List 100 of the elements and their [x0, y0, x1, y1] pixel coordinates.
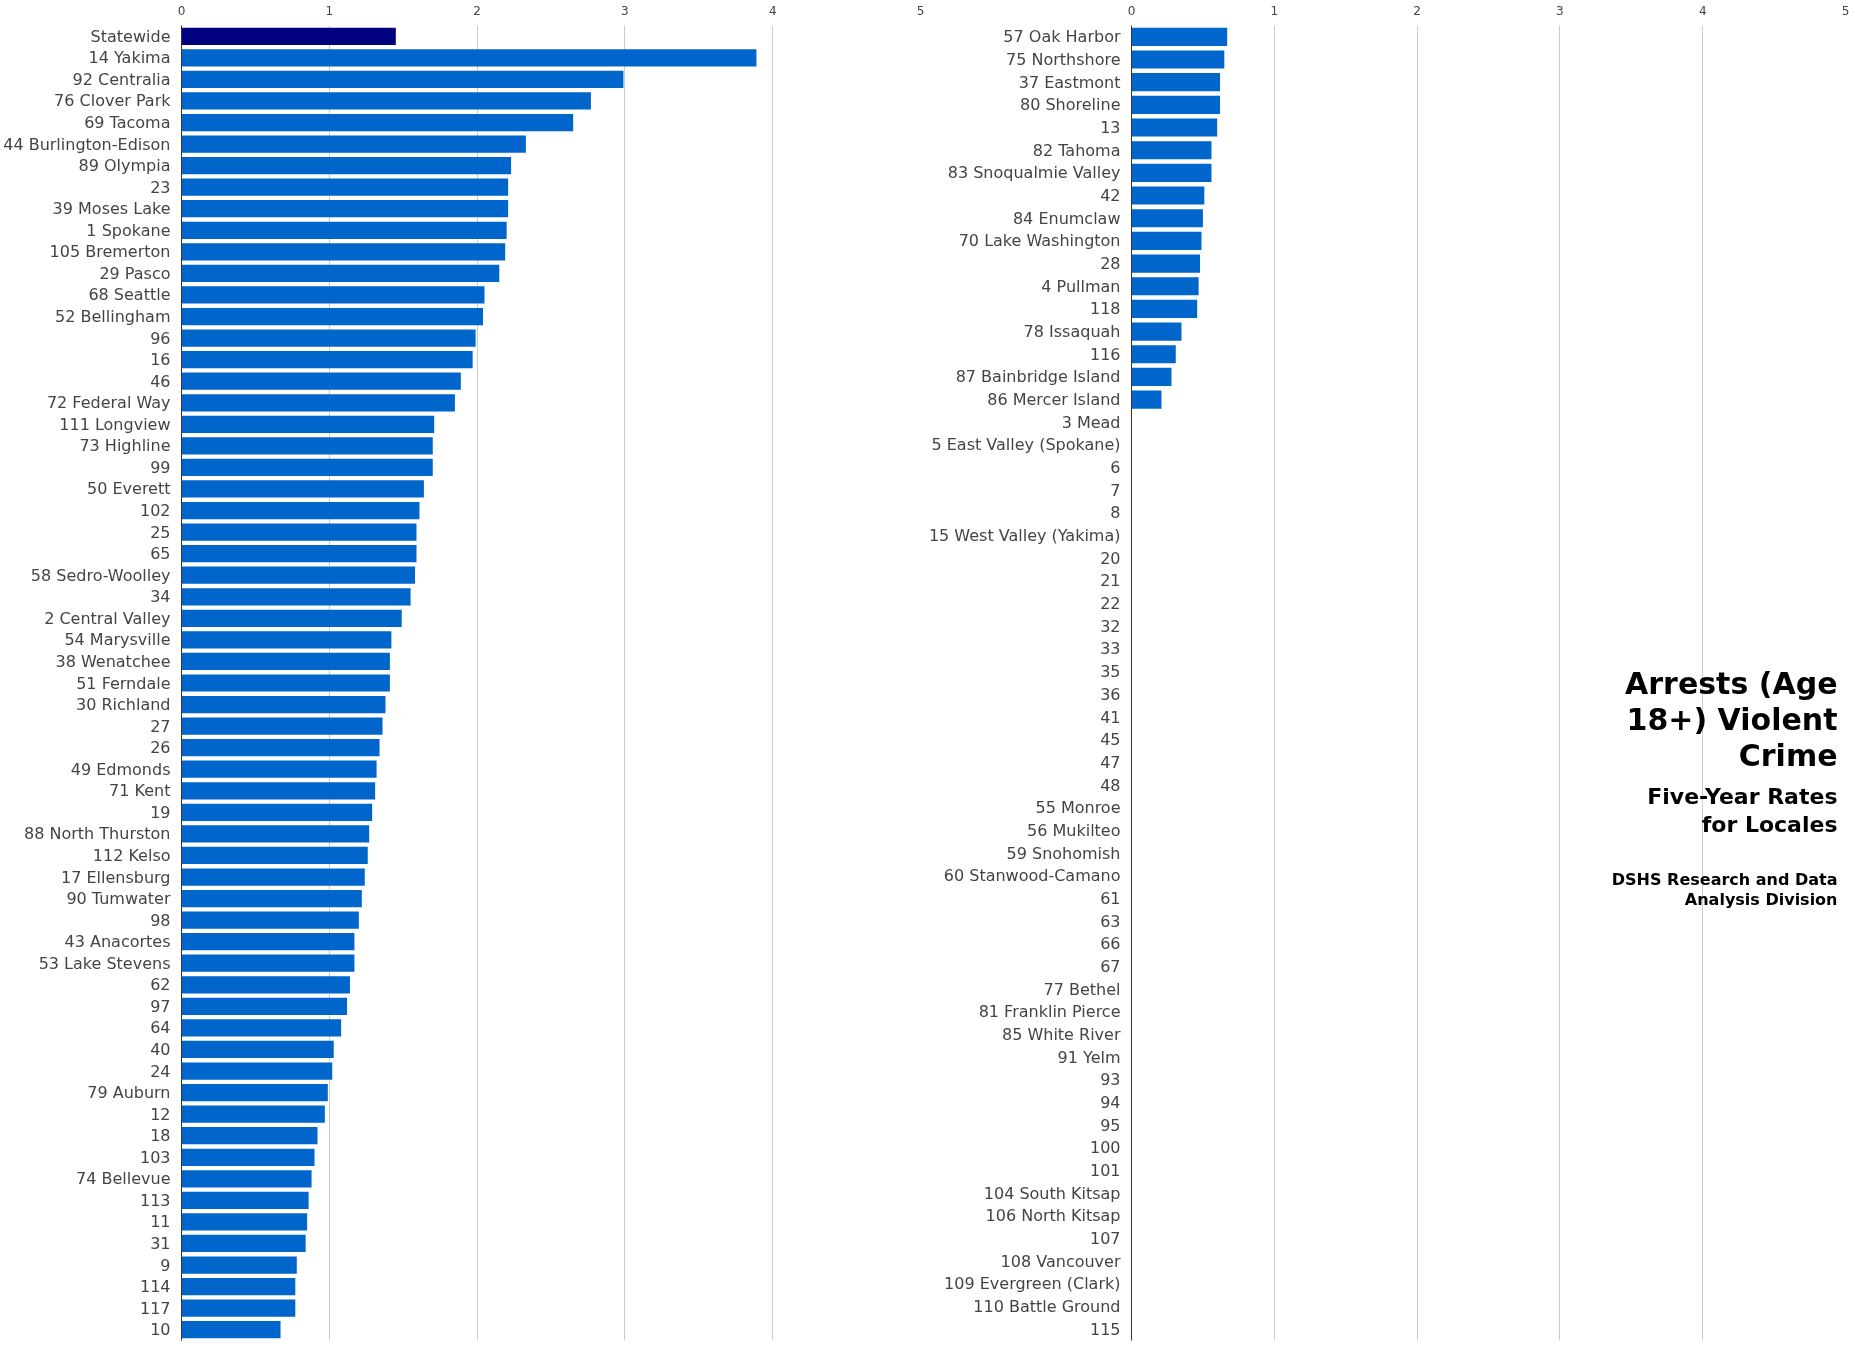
bar — [181, 739, 380, 757]
y-tick-label: 17 Ellensburg — [60, 867, 171, 887]
y-tick-label: 55 Monroe — [1035, 798, 1121, 818]
bar — [181, 760, 377, 778]
y-tick-label: 31 — [150, 1233, 171, 1253]
y-tick-label: 89 Olympia — [78, 156, 171, 176]
y-tick-label: 37 Eastmont — [1018, 72, 1121, 92]
y-tick-label: 24 — [150, 1061, 171, 1081]
bar — [181, 351, 473, 369]
y-tick-label: 35 — [1100, 662, 1121, 682]
bar — [181, 135, 526, 153]
bar — [1131, 163, 1212, 182]
y-tick-label: 100 — [1089, 1138, 1121, 1158]
y-tick-label: 20 — [1100, 548, 1121, 568]
bar — [181, 372, 461, 390]
bar — [1131, 367, 1172, 386]
bar — [181, 976, 350, 994]
bar — [181, 113, 574, 132]
annotation: DSHS Research and Data Analysis Division — [1611, 869, 1838, 909]
y-tick-label: 94 — [1100, 1092, 1121, 1112]
y-tick-label: 85 White River — [1001, 1024, 1121, 1044]
y-tick-label: 22 — [1100, 594, 1121, 614]
y-tick-label: 39 Moses Lake — [52, 199, 171, 219]
text: Five-Year Rates for Locales — [1647, 783, 1838, 837]
bar — [1131, 73, 1221, 92]
bar — [181, 157, 512, 175]
bar — [1131, 277, 1199, 296]
x-tick-label: 3 — [1556, 3, 1564, 18]
bar — [1131, 209, 1203, 228]
y-tick-label: 43 Anacortes — [64, 932, 171, 952]
y-tick-label: Statewide — [90, 26, 171, 46]
y-tick-label: 114 — [139, 1277, 171, 1297]
bar — [181, 1213, 308, 1231]
y-tick-label: 8 — [1110, 503, 1121, 523]
y-tick-label: 97 — [150, 996, 171, 1016]
y-tick-label: 76 Clover Park — [54, 91, 172, 111]
y-tick-label: 64 — [150, 1018, 171, 1038]
bar — [181, 1148, 315, 1166]
bar — [1131, 322, 1182, 341]
bar — [181, 49, 757, 67]
y-tick-label: 80 Shoreline — [1020, 95, 1121, 115]
bar — [181, 458, 433, 477]
text: Arrests (Age 18+) Violent Crime — [1625, 665, 1838, 773]
bar — [181, 695, 386, 714]
bar — [181, 609, 402, 627]
y-tick-label: 61 — [1100, 888, 1121, 908]
y-tick-label: 68 Seattle — [88, 285, 171, 305]
y-tick-label: 12 — [150, 1104, 171, 1124]
x-tick-label: 5 — [1841, 3, 1850, 18]
y-tick-label: 117 — [139, 1298, 171, 1318]
bar — [1131, 299, 1198, 318]
y-tick-label: 73 Highline — [79, 436, 171, 456]
bar — [181, 243, 506, 261]
bar — [181, 1083, 328, 1102]
bar — [1131, 95, 1221, 114]
y-tick-label: 60 Stanwood-Camano — [943, 866, 1121, 886]
y-tick-label: 52 Bellingham — [55, 307, 171, 327]
y-tick-label: 49 Edmonds — [70, 759, 171, 779]
bar — [181, 1127, 318, 1145]
y-tick-label: 58 Sedro-Woolley — [30, 565, 171, 585]
y-tick-label: 69 Tacoma — [84, 113, 171, 133]
y-tick-label: 82 Tahoma — [1032, 140, 1121, 160]
y-tick-label: 9 — [160, 1255, 171, 1275]
y-tick-label: 50 Everett — [87, 479, 171, 499]
y-tick-label: 45 — [1100, 730, 1121, 750]
bar — [181, 1299, 296, 1317]
y-tick-label: 93 — [1100, 1070, 1121, 1090]
y-tick-label: 5 East Valley (Spokane) — [931, 435, 1121, 455]
bar — [181, 70, 624, 89]
y-tick-label: 56 Mukilteo — [1027, 820, 1121, 840]
bar — [181, 954, 355, 972]
bar — [181, 178, 509, 196]
bar — [1131, 118, 1218, 137]
bar — [181, 1019, 342, 1037]
bar — [181, 286, 485, 304]
y-tick-label: 7 — [1110, 480, 1121, 500]
y-tick-label: 14 Yakima — [88, 48, 171, 68]
y-tick-label: 59 Snohomish — [1006, 843, 1121, 863]
y-tick-label: 108 Vancouver — [1000, 1251, 1121, 1271]
y-tick-label: 71 Kent — [109, 781, 171, 801]
y-tick-label: 53 Lake Stevens — [38, 953, 171, 973]
y-tick-label: 70 Lake Washington — [958, 231, 1121, 251]
bar — [181, 1256, 297, 1274]
x-tick-label: 4 — [1698, 3, 1707, 18]
bar — [181, 501, 420, 520]
y-tick-label: 18 — [150, 1126, 171, 1146]
y-tick-label: 112 Kelso — [92, 845, 171, 865]
y-tick-label: 118 — [1089, 299, 1121, 319]
y-tick-label: 105 Bremerton — [49, 242, 171, 262]
y-tick-label: 86 Mercer Island — [987, 390, 1121, 410]
y-tick-label: 84 Enumclaw — [1012, 208, 1121, 228]
y-tick-label: 15 West Valley (Yakima) — [928, 526, 1121, 546]
y-tick-label: 11 — [150, 1212, 171, 1232]
bar — [1131, 254, 1201, 273]
bar — [181, 27, 396, 45]
y-tick-label: 72 Federal Way — [46, 393, 171, 413]
y-tick-label: 30 Richland — [76, 695, 171, 715]
x-tick-label: 3 — [621, 3, 629, 18]
bar — [181, 566, 416, 584]
bar — [181, 415, 435, 433]
